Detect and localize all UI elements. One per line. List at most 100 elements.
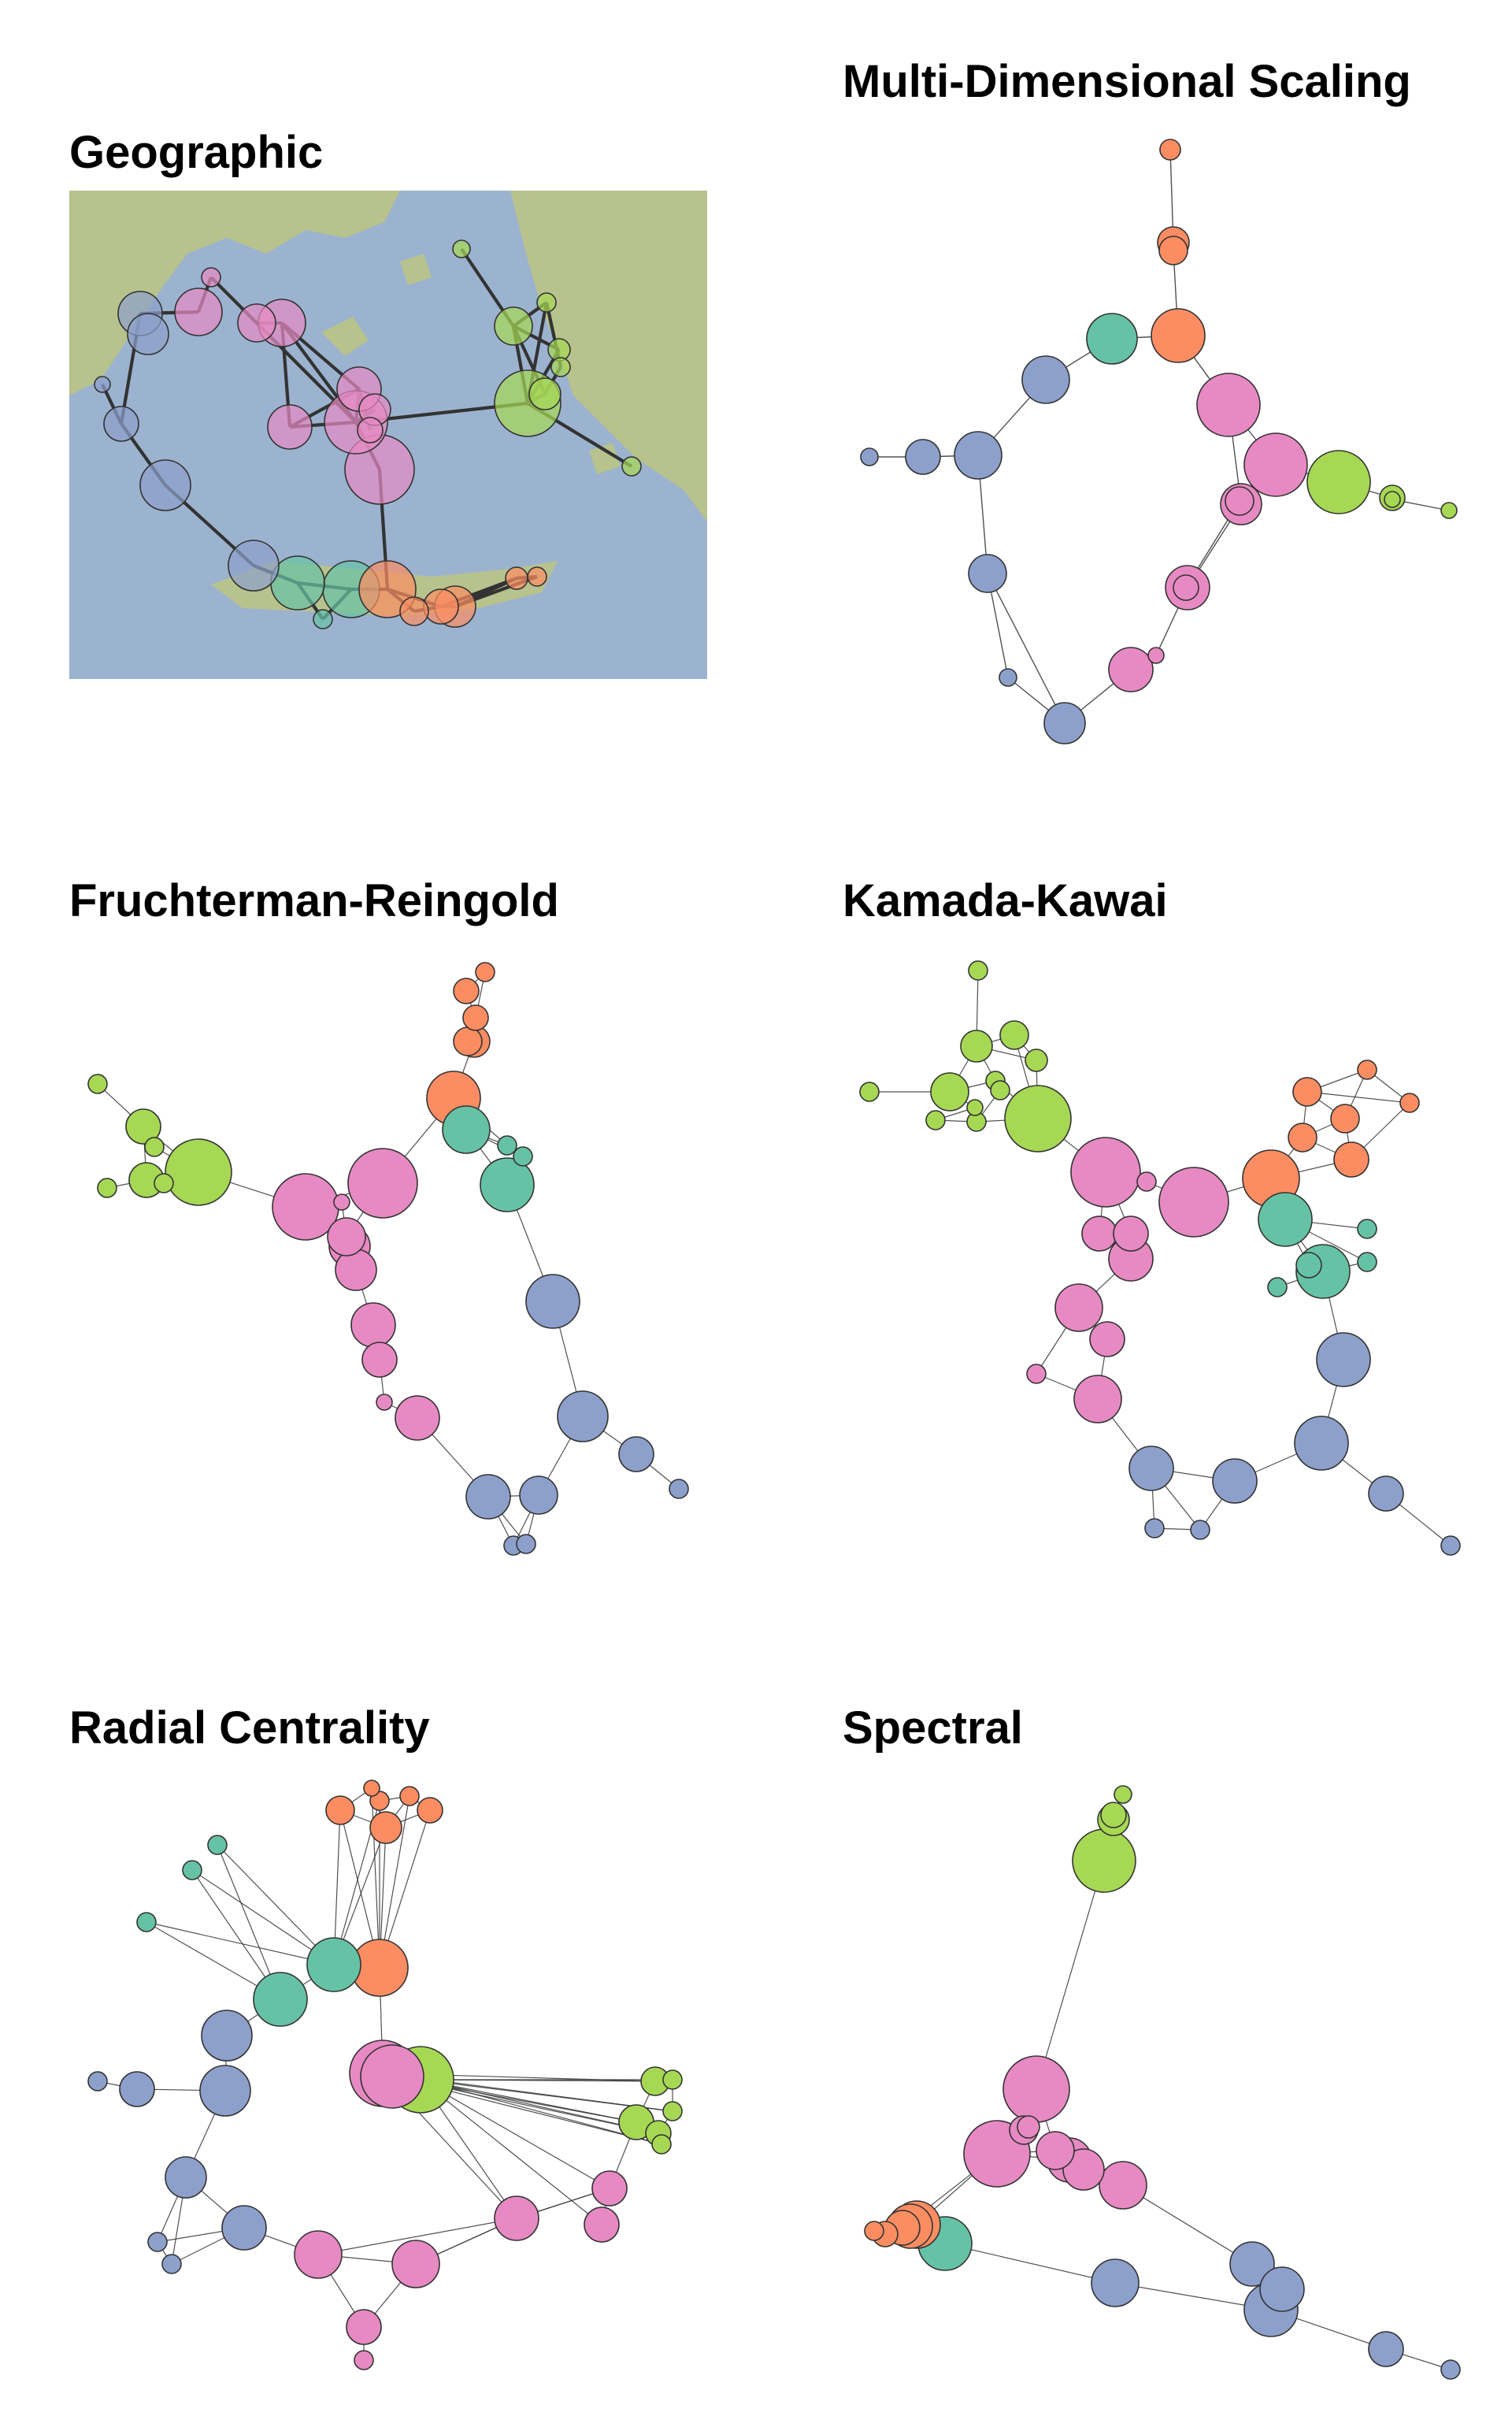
node: [1114, 1785, 1132, 1804]
node: [376, 1394, 393, 1411]
node: [1091, 2259, 1140, 2307]
node: [1158, 1167, 1229, 1238]
node: [452, 239, 471, 258]
node: [119, 2071, 155, 2107]
node: [1021, 355, 1070, 404]
node: [475, 962, 495, 982]
node: [621, 456, 642, 477]
node: [1368, 2331, 1404, 2367]
node: [453, 1026, 483, 1056]
node: [228, 540, 280, 592]
edge: [146, 1921, 335, 1965]
node: [221, 2205, 267, 2251]
edge: [217, 1844, 281, 2000]
node: [662, 2101, 683, 2121]
node: [125, 1108, 161, 1145]
node: [1004, 1085, 1072, 1152]
node: [161, 2254, 182, 2274]
node: [669, 1479, 689, 1499]
node: [930, 1072, 969, 1112]
node: [525, 1274, 580, 1329]
edge: [379, 1795, 410, 1969]
nodes-spectral: [864, 1785, 1461, 2380]
node: [391, 2240, 440, 2288]
graph-spectral: [864, 1785, 1461, 2380]
map-background: [69, 191, 707, 679]
node: [860, 447, 879, 466]
node: [127, 313, 169, 355]
node: [253, 1972, 308, 2027]
land-island: [321, 317, 369, 356]
panel-mds: Multi-Dimensional Scaling: [756, 0, 1512, 811]
land-turkey: [510, 191, 707, 521]
land-island: [589, 443, 621, 474]
node: [527, 566, 547, 587]
node: [294, 2230, 343, 2279]
node: [1136, 1171, 1157, 1192]
node: [1196, 373, 1261, 437]
node: [182, 1860, 202, 1880]
node: [442, 1105, 491, 1154]
node: [1151, 308, 1206, 363]
node: [1267, 1277, 1288, 1297]
node: [1173, 574, 1199, 601]
node: [519, 1475, 558, 1515]
node: [201, 2010, 253, 2062]
panel-title: Kamada-Kawai: [843, 875, 1168, 926]
panel-spectral: Spectral: [756, 1623, 1512, 2420]
node: [207, 1835, 228, 1855]
node: [360, 2044, 424, 2109]
node: [1062, 2148, 1105, 2191]
node: [357, 417, 384, 444]
node: [1294, 1416, 1349, 1471]
node: [864, 2221, 884, 2241]
node: [1002, 2055, 1070, 2123]
node: [528, 377, 561, 410]
node: [591, 2170, 628, 2207]
node: [1070, 1137, 1141, 1208]
node: [1440, 2359, 1461, 2380]
edge: [420, 2079, 610, 2189]
nodes-kk: [859, 960, 1461, 1556]
node: [1259, 2266, 1305, 2312]
node: [1258, 1192, 1313, 1247]
node: [1017, 2115, 1040, 2139]
node: [462, 1004, 489, 1031]
node: [505, 566, 528, 590]
node: [960, 1030, 993, 1063]
node: [1147, 647, 1165, 664]
node: [346, 2309, 382, 2345]
node: [516, 1534, 536, 1554]
node: [662, 2069, 683, 2090]
node: [1229, 2241, 1275, 2287]
node: [1190, 1520, 1210, 1540]
node: [1316, 1332, 1371, 1387]
panel-title: Radial Centrality: [69, 1702, 430, 1754]
node: [1043, 702, 1086, 744]
node: [536, 292, 557, 313]
nodes-mds: [860, 139, 1458, 744]
node: [999, 1020, 1029, 1050]
node: [1026, 1364, 1047, 1384]
graph-fr: [87, 962, 689, 1556]
node: [1288, 1123, 1317, 1152]
node: [1306, 450, 1371, 514]
panel-fr: Fruchterman-Reingold: [0, 811, 756, 1623]
node: [1072, 1828, 1136, 1893]
node: [1399, 1093, 1420, 1113]
edge: [191, 1869, 335, 1965]
node: [968, 554, 1007, 593]
node: [966, 1099, 984, 1116]
node: [494, 306, 533, 346]
edges-fr: [97, 971, 680, 1546]
node: [1330, 1104, 1360, 1134]
panel-geographic: Geographic: [0, 0, 756, 811]
node: [147, 2232, 168, 2252]
node: [350, 1302, 396, 1348]
node: [327, 1217, 366, 1256]
node: [354, 2350, 374, 2370]
node: [423, 588, 459, 625]
edge: [1036, 1860, 1105, 2090]
node: [480, 1157, 535, 1212]
